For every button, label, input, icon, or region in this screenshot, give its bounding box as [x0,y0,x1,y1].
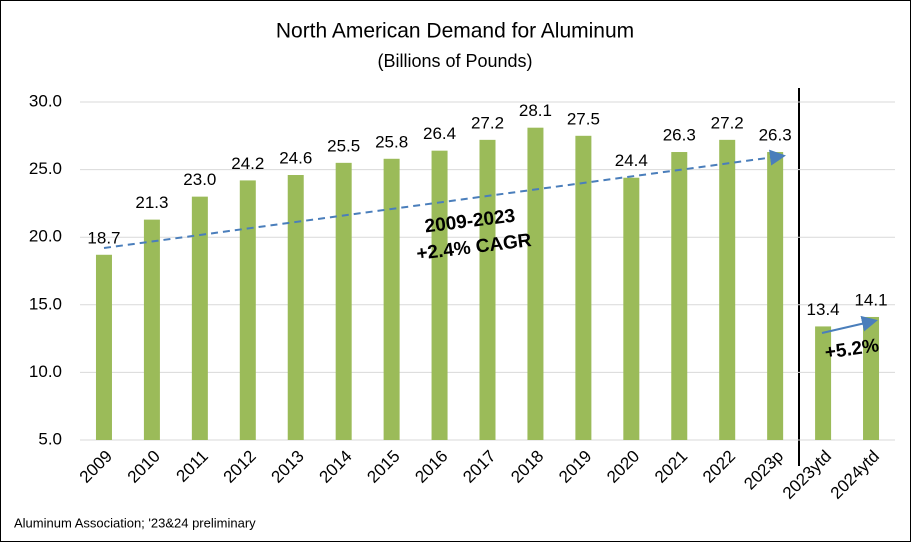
bars [95,127,880,441]
data-label: 24.6 [279,148,312,167]
data-label: 24.2 [231,154,264,173]
data-label: 27.2 [471,113,504,132]
y-tick-label: 5.0 [38,429,62,448]
data-label: 27.2 [711,113,744,132]
chart-title: North American Demand for Aluminum [276,20,634,43]
bar [287,175,304,440]
data-label: 25.8 [375,132,408,151]
data-label: 28.1 [519,101,552,120]
bar [191,196,208,440]
chart-subtitle: (Billions of Pounds) [377,51,532,71]
y-tick-label: 15.0 [29,294,62,313]
y-tick-label: 25.0 [29,159,62,178]
bar [671,152,688,441]
data-label: 21.3 [135,193,168,212]
bar [719,139,736,440]
bar [863,316,880,440]
data-label: 13.4 [807,300,840,319]
bar [431,150,448,440]
bar [815,326,832,440]
y-tick-label: 10.0 [29,362,62,381]
data-label: 25.5 [327,136,360,155]
growth-arrow [821,315,878,334]
source-note: Aluminum Association; '23&24 preliminary [14,515,256,530]
data-label: 24.4 [615,151,648,170]
data-label: 18.7 [87,228,120,247]
bar [575,135,592,441]
y-tick-label: 20.0 [29,227,62,246]
trend-arrow [103,149,786,249]
data-label: 27.5 [567,109,600,128]
bar [95,254,112,440]
bar [527,127,544,441]
data-label: 26.4 [423,124,456,143]
bar [383,158,400,440]
bar [335,162,352,440]
bar [623,177,640,440]
bar [479,139,496,440]
data-label: 26.3 [663,126,696,145]
bar [239,180,256,440]
data-label: 26.3 [759,126,792,145]
y-tick-label: 30.0 [29,91,62,110]
bar [143,219,160,440]
bar [767,152,784,441]
data-label: 14.1 [854,290,887,309]
data-label: 23.0 [183,170,216,189]
